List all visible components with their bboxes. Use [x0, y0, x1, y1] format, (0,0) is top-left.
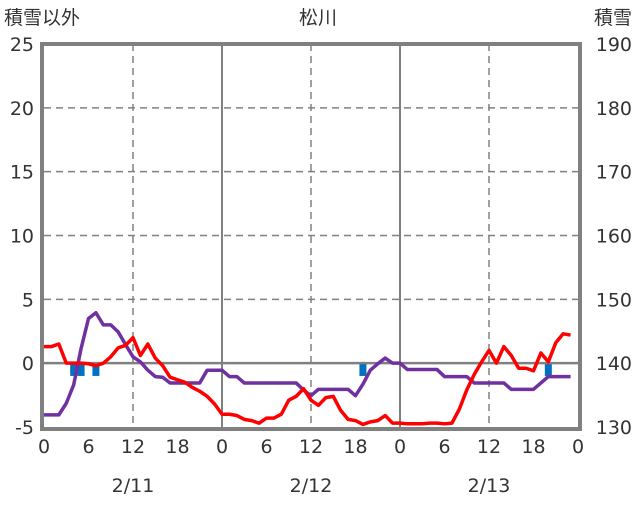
precipitation-bar — [544, 364, 552, 376]
right-tick-label: 140 — [596, 353, 632, 375]
x-tick-label: 6 — [82, 436, 94, 458]
x-tick-label: 12 — [299, 436, 323, 458]
x-tick-label: 0 — [38, 436, 50, 458]
plot-frame — [40, 42, 582, 431]
x-tick-label: 0 — [216, 436, 228, 458]
right-tick-label: 190 — [596, 34, 632, 56]
x-tick-label: 18 — [165, 436, 189, 458]
right-tick-label: 150 — [596, 289, 632, 311]
right-tick-label: 160 — [596, 226, 632, 248]
left-tick-label: 20 — [10, 98, 34, 120]
date-label: 2/12 — [290, 475, 333, 497]
left-tick-label: 10 — [10, 226, 34, 248]
x-tick-label: 0 — [394, 436, 406, 458]
x-tick-label: 18 — [343, 436, 367, 458]
left-tick-label: -5 — [15, 417, 34, 439]
left-axis-label: 積雪以外 — [4, 7, 80, 29]
temperature-line — [44, 332, 571, 427]
right-axis-label: 積雪 — [594, 7, 632, 29]
precipitation-bar — [359, 364, 367, 376]
date-label: 2/13 — [468, 475, 511, 497]
x-tick-label: 12 — [477, 436, 501, 458]
x-tick-label: 6 — [438, 436, 450, 458]
precipitation-bar — [92, 364, 100, 376]
x-tick-label: 12 — [121, 436, 145, 458]
precipitation-bar — [77, 364, 85, 376]
date-label: 2/11 — [112, 475, 155, 497]
x-tick-label: 18 — [521, 436, 545, 458]
left-tick-label: 15 — [10, 162, 34, 184]
right-tick-label: 170 — [596, 162, 632, 184]
chart-title: 松川 — [299, 7, 337, 29]
right-tick-label: 180 — [596, 98, 632, 120]
x-tick-label: 6 — [260, 436, 272, 458]
x-tick-label: 0 — [572, 436, 584, 458]
right-tick-label: 130 — [596, 417, 632, 439]
left-tick-label: 5 — [22, 289, 34, 311]
left-tick-label: 25 — [10, 34, 34, 56]
precipitation-bar — [70, 364, 78, 376]
left-tick-label: 0 — [22, 353, 34, 375]
